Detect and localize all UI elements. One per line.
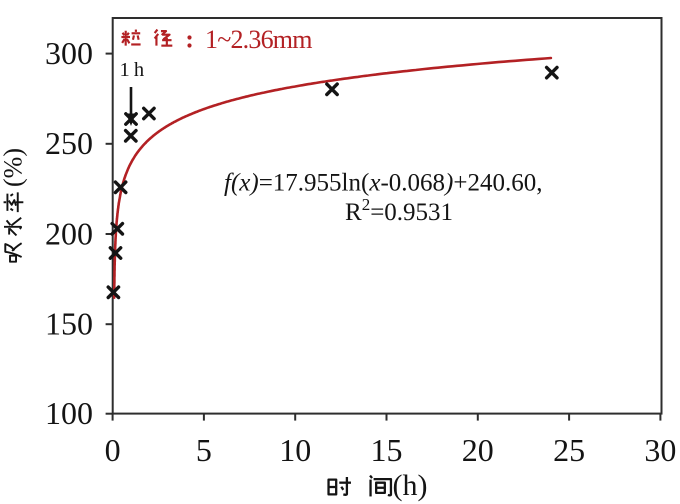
svg-text:f(x)=17.955ln(x-0.068)+240.60,: f(x)=17.955ln(x-0.068)+240.60, — [224, 170, 542, 197]
svg-text:100: 100 — [45, 395, 93, 431]
svg-text:250: 250 — [45, 125, 93, 161]
svg-text:0: 0 — [105, 432, 121, 468]
svg-text:(h): (h) — [393, 469, 428, 502]
svg-text:300: 300 — [45, 35, 93, 71]
svg-text:(%): (%) — [0, 148, 28, 187]
svg-text:20: 20 — [462, 432, 494, 468]
svg-text:R2=0.9531: R2=0.9531 — [345, 195, 453, 226]
svg-text:1~2.36mm: 1~2.36mm — [205, 25, 312, 54]
svg-text:15: 15 — [371, 432, 403, 468]
svg-text:25: 25 — [553, 432, 585, 468]
svg-text:1 h: 1 h — [120, 59, 145, 81]
svg-text:10: 10 — [279, 432, 311, 468]
svg-text:200: 200 — [45, 215, 93, 251]
svg-text:30: 30 — [644, 432, 676, 468]
svg-text:150: 150 — [45, 306, 93, 342]
svg-text:5: 5 — [196, 432, 212, 468]
